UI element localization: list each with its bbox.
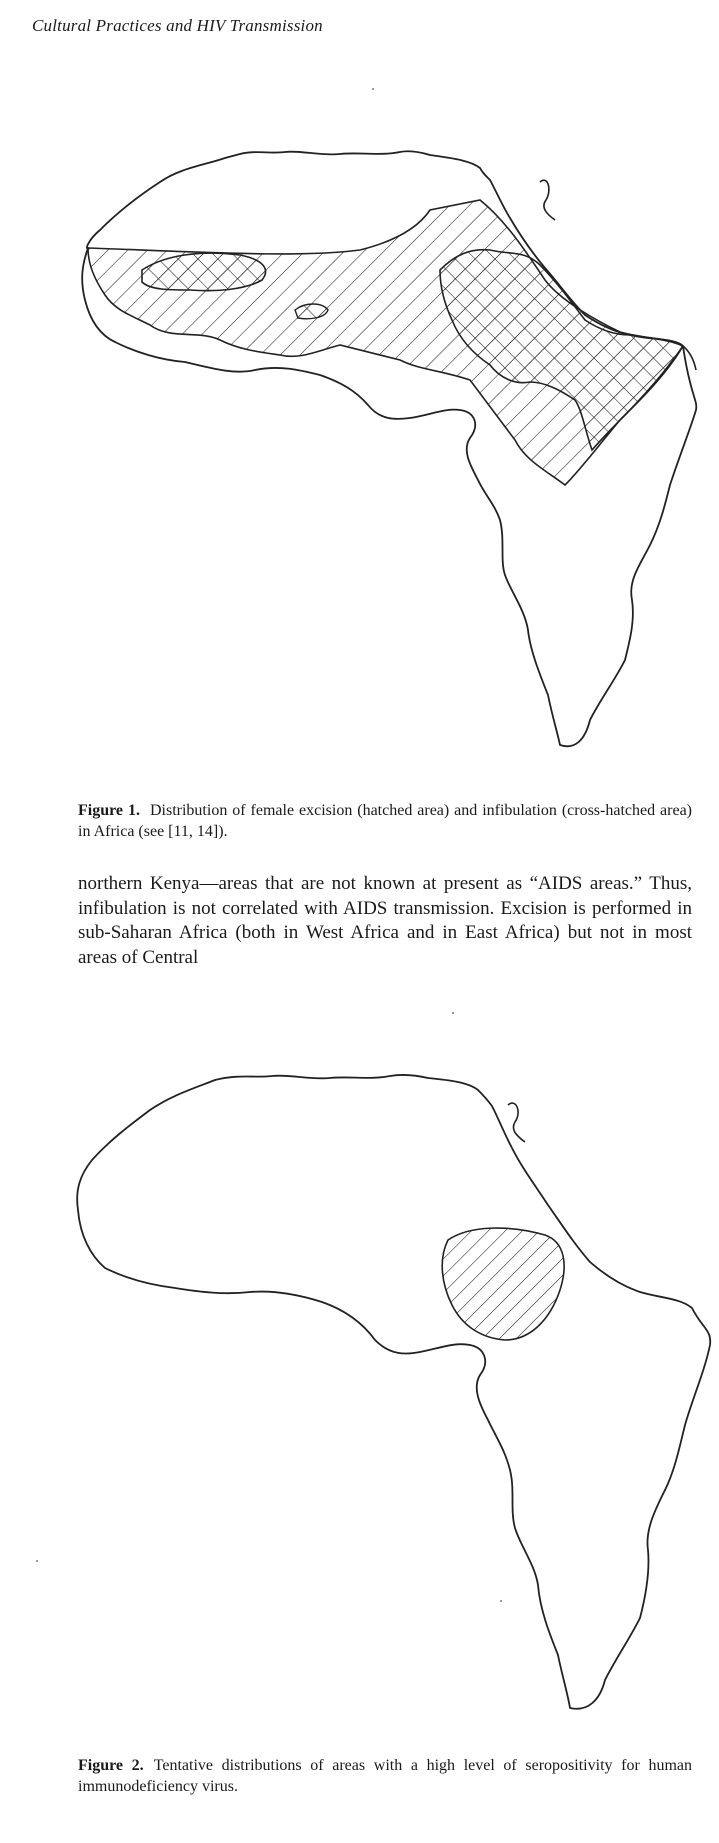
infibulation-cross-hatched-area-west <box>141 252 267 292</box>
scan-speck <box>452 1012 454 1014</box>
figure-1-caption: Figure 1. Distribution of female excision… <box>78 800 692 842</box>
running-head: Cultural Practices and HIV Transmission <box>32 16 323 35</box>
figure-2-africa-map <box>76 1074 712 1710</box>
figure-1-label: Figure 1. <box>78 802 140 819</box>
figure-1-caption-text: Distribution of female excision (hatched… <box>78 802 693 840</box>
infibulation-cross-hatched-area-northeast <box>439 248 685 452</box>
figure-2-caption-text: Tentative distributions of areas with a … <box>78 1757 693 1795</box>
sinai-outline <box>507 1102 526 1143</box>
figure-2-caption: Figure 2. Tentative distributions of area… <box>78 1755 692 1797</box>
madagascar-outline <box>682 345 697 371</box>
hiv-seropositivity-hatched-area <box>441 1227 565 1341</box>
body-paragraph: northern Kenya—areas that are not known … <box>78 873 692 968</box>
figure-2-label: Figure 2. <box>78 1757 144 1774</box>
africa-outline <box>76 1074 712 1710</box>
sinai-outline <box>539 179 556 221</box>
figure-1-africa-map <box>81 150 698 748</box>
scan-speck <box>500 1600 502 1602</box>
scan-speck <box>372 88 374 90</box>
africa-outline <box>81 150 698 748</box>
scan-speck <box>36 1560 38 1562</box>
infibulation-cross-hatched-area-small <box>294 303 329 320</box>
